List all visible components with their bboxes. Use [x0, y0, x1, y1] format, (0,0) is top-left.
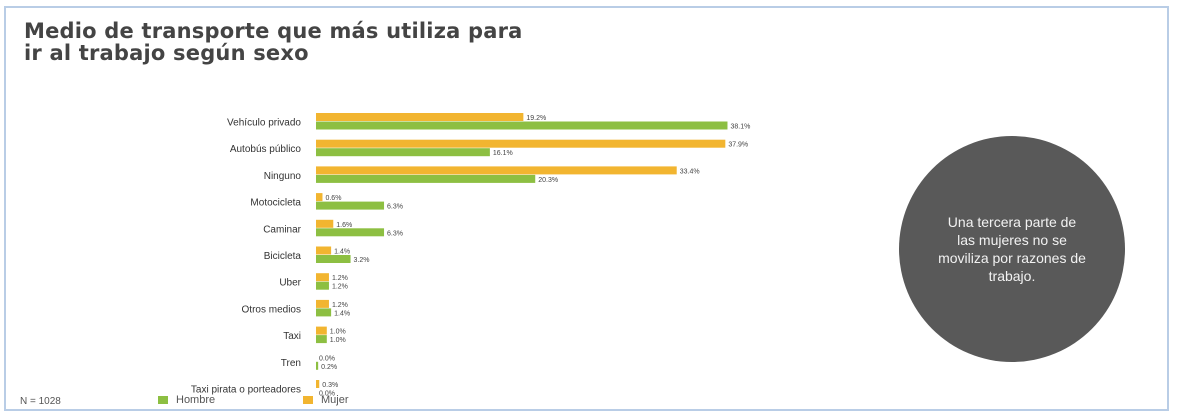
- bar-hombre-vehiculo-privado: [316, 121, 728, 130]
- bar-mujer-caminar: [316, 219, 334, 228]
- data-label-mujer-bicicleta: 1.4%: [334, 249, 350, 256]
- bar-hombre-uber: [316, 281, 329, 290]
- bar-hombre-caminar: [316, 228, 385, 237]
- data-label-mujer-otros-medios: 1.2%: [332, 302, 348, 309]
- data-label-hombre-taxi-pirata-o-porteadores: 0.0%: [319, 391, 335, 398]
- category-label-ninguno: Ninguno: [264, 171, 302, 182]
- data-label-mujer-ninguno: 33.4%: [680, 168, 700, 175]
- chart-title: Medio de transporte que más utiliza para…: [24, 19, 523, 65]
- data-label-mujer-tren: 0.0%: [319, 355, 335, 362]
- category-label-uber: Uber: [279, 278, 301, 289]
- legend-swatch-mujer: [303, 396, 313, 404]
- bar-mujer-vehiculo-privado: [316, 113, 524, 121]
- data-label-hombre-taxi: 1.0%: [330, 337, 346, 344]
- category-label-caminar: Caminar: [263, 224, 301, 235]
- category-label-vehiculo-privado: Vehículo privado: [227, 118, 301, 129]
- bar-mujer-motocicleta: [316, 193, 323, 202]
- legend-swatch-hombre: [158, 396, 168, 404]
- bar-hombre-autobus-publico: [316, 148, 490, 157]
- bar-mujer-taxi-pirata-o-porteadores: [316, 380, 320, 388]
- legend-label-mujer: Mujer: [321, 394, 349, 406]
- bar-mujer-uber: [316, 273, 329, 282]
- data-label-mujer-vehiculo-privado: 19.2%: [526, 115, 546, 122]
- data-label-hombre-otros-medios: 1.4%: [334, 310, 350, 317]
- category-label-bicicleta: Bicicleta: [264, 251, 302, 262]
- data-label-hombre-ninguno: 20.3%: [538, 177, 558, 184]
- data-label-hombre-tren: 0.2%: [321, 364, 337, 371]
- data-label-mujer-caminar: 1.6%: [336, 222, 352, 229]
- category-label-motocicleta: Motocicleta: [250, 198, 301, 209]
- data-label-hombre-bicicleta: 3.2%: [354, 257, 370, 264]
- data-label-hombre-uber: 1.2%: [332, 284, 348, 291]
- bar-mujer-bicicleta: [316, 246, 332, 255]
- data-label-hombre-autobus-publico: 16.1%: [493, 150, 513, 157]
- data-label-hombre-motocicleta: 6.3%: [387, 204, 403, 211]
- data-label-hombre-caminar: 6.3%: [387, 230, 403, 237]
- category-label-taxi-pirata-o-porteadores: Taxi pirata o porteadores: [191, 385, 301, 396]
- bar-mujer-autobus-publico: [316, 139, 726, 148]
- bar-hombre-ninguno: [316, 174, 536, 183]
- bar-mujer-taxi: [316, 326, 327, 335]
- legend-item-mujer: Mujer: [303, 394, 349, 406]
- legend-label-hombre: Hombre: [176, 394, 216, 406]
- data-label-mujer-uber: 1.2%: [332, 275, 348, 282]
- data-label-mujer-autobus-publico: 37.9%: [728, 142, 748, 149]
- bar-mujer-ninguno: [316, 166, 677, 175]
- data-label-mujer-taxi-pirata-o-porteadores: 0.3%: [322, 382, 338, 389]
- legend-item-hombre: Hombre: [158, 394, 215, 406]
- note-bubble: Una tercera parte de las mujeres no se m…: [899, 136, 1125, 362]
- data-label-mujer-taxi: 1.0%: [330, 329, 346, 336]
- category-label-taxi: Taxi: [283, 331, 301, 342]
- data-label-mujer-motocicleta: 0.6%: [325, 195, 341, 202]
- bar-hombre-tren: [316, 361, 319, 370]
- bar-hombre-motocicleta: [316, 201, 385, 210]
- category-label-autobus-publico: Autobús público: [230, 144, 302, 155]
- category-label-otros-medios: Otros medios: [242, 304, 301, 315]
- bar-hombre-bicicleta: [316, 255, 351, 263]
- bar-hombre-taxi: [316, 335, 327, 344]
- bar-mujer-otros-medios: [316, 299, 329, 308]
- sample-size-label: N = 1028: [20, 396, 61, 407]
- category-label-tren: Tren: [281, 358, 301, 369]
- data-label-hombre-vehiculo-privado: 38.1%: [730, 124, 750, 131]
- note-text: Una tercera parte de las mujeres no se m…: [938, 214, 1086, 284]
- bar-hombre-otros-medios: [316, 308, 332, 317]
